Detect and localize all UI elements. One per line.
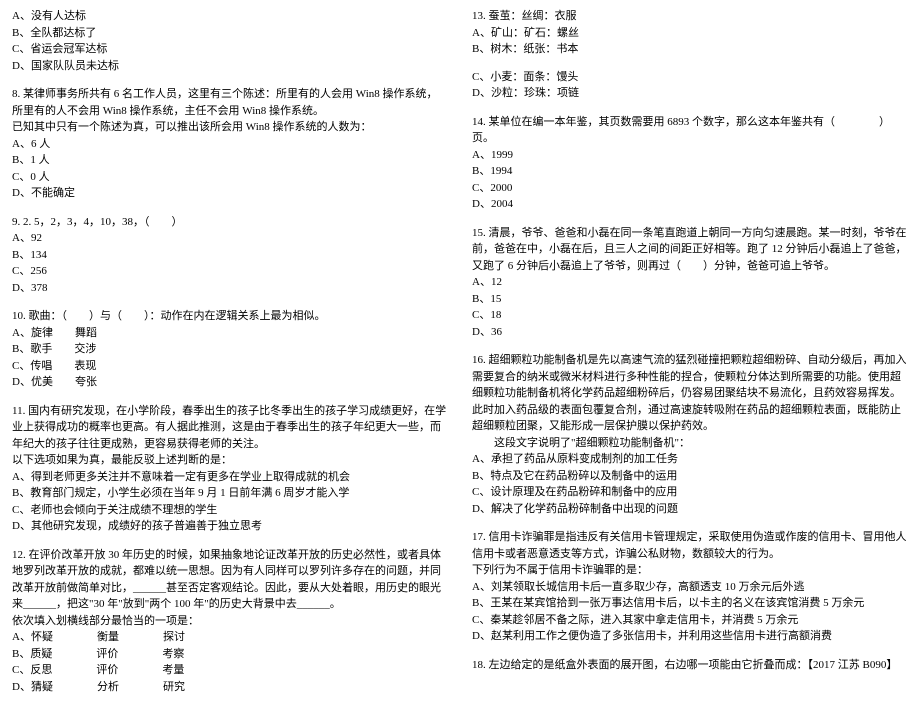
q17-opt-c: C、秦某趁邻居不备之际，进入其家中拿走信用卡，并消费 5 万余元 — [472, 612, 908, 629]
q12-c2: 评价 — [96, 664, 118, 676]
q10-opt-d: D、优美 夸张 — [12, 374, 448, 391]
q7-opt-b: B、全队都达标了 — [12, 25, 448, 42]
q10-opt-a: A、旋律 舞蹈 — [12, 325, 448, 342]
q8-stem2: 已知其中只有一个陈述为真，可以推出该所会用 Win8 操作系统的人数为： — [12, 119, 448, 136]
q12-d2: 分析 — [97, 681, 119, 693]
q11-opt-b: B、教育部门规定，小学生必须在当年 9 月 1 日前年满 6 周岁才能入学 — [12, 485, 448, 502]
q8-opt-a: A、6 人 — [12, 136, 448, 153]
q11-stem2: 以下选项如果为真，最能反驳上述判断的是： — [12, 452, 448, 469]
q15-opt-a: A、12 — [472, 274, 908, 291]
q12-b2: 评价 — [96, 648, 118, 660]
q9-opt-d: D、378 — [12, 280, 448, 297]
q11-opt-a: A、得到老师更多关注并不意味着一定有更多在学业上取得成就的机会 — [12, 469, 448, 486]
q12-d3: 研究 — [163, 681, 185, 693]
q7-opt-a: A、没有人达标 — [12, 8, 448, 25]
q9-stem: 9. 2. 5，2，3，4，10，38，（ ） — [12, 214, 448, 231]
q10-stem: 10. 歌曲：（ ）与（ ）：动作在内在逻辑关系上最为相似。 — [12, 308, 448, 325]
q7-opt-d: D、国家队队员未达标 — [12, 58, 448, 75]
q12-a1: A、怀疑 — [12, 631, 53, 643]
q14-opt-b: B、1994 — [472, 163, 908, 180]
q12-c1: C、反思 — [12, 664, 52, 676]
q16-opt-b: B、特点及它在药品粉碎以及制备中的运用 — [472, 468, 908, 485]
q8-opt-b: B、1 人 — [12, 152, 448, 169]
q15-stem: 15. 清晨，爷爷、爸爸和小磊在同一条笔直跑道上朝同一方向匀速晨跑。某一时刻，爷… — [472, 225, 908, 275]
q18: 18. 左边给定的是纸盒外表面的展开图，右边哪一项能由它折叠而成：【2017 江… — [472, 657, 908, 674]
q15-opt-d: D、36 — [472, 324, 908, 341]
q9-opt-b: B、134 — [12, 247, 448, 264]
q11-opt-d: D、其他研究发现，成绩好的孩子普遍善于独立思考 — [12, 518, 448, 535]
q12-opt-d: D、猜疑 分析 研究 — [12, 679, 448, 696]
q18-stem: 18. 左边给定的是纸盒外表面的展开图，右边哪一项能由它折叠而成：【2017 江… — [472, 657, 908, 674]
q12-b1: B、质疑 — [12, 648, 52, 660]
q12-opt-a: A、怀疑 衡量 探讨 — [12, 629, 448, 646]
q17-stem2: 下列行为不属于信用卡诈骗罪的是： — [472, 562, 908, 579]
q10: 10. 歌曲：（ ）与（ ）：动作在内在逻辑关系上最为相似。 A、旋律 舞蹈 B… — [12, 308, 448, 391]
q14: 14. 某单位在编一本年鉴，其页数需要用 6893 个数字，那么这本年鉴共有（ … — [472, 114, 908, 213]
q12-opt-b: B、质疑 评价 考察 — [12, 646, 448, 663]
q16-opt-c: C、设计原理及在药品粉碎和制备中的应用 — [472, 484, 908, 501]
q8: 8. 某律师事务所共有 6 名工作人员，这里有三个陈述：所里有的人会用 Win8… — [12, 86, 448, 202]
q17-opt-a: A、刘某领取长城信用卡后一直多取少存，高额透支 10 万余元后外逃 — [472, 579, 908, 596]
q12-b3: 考察 — [162, 648, 184, 660]
q12: 12. 在评价改革开放 30 年历史的时候，如果抽象地论证改革开放的历史必然性，… — [12, 547, 448, 696]
q10-opt-c: C、传唱 表现 — [12, 358, 448, 375]
q12-a2: 衡量 — [97, 631, 119, 643]
q12-c3: 考量 — [162, 664, 184, 676]
q16-stem: 16. 超细颗粒功能制备机是先以高速气流的猛烈碰撞把颗粒超细粉碎、自动分级后，再… — [472, 352, 908, 435]
q13-gap — [472, 58, 908, 69]
q13-opt-a: A、矿山：矿石：螺丝 — [472, 25, 908, 42]
q13: 13. 蚕茧：丝绸：衣服 A、矿山：矿石：螺丝 B、树木：纸张：书本 C、小麦：… — [472, 8, 908, 102]
q10-opt-b: B、歌手 交涉 — [12, 341, 448, 358]
q16: 16. 超细颗粒功能制备机是先以高速气流的猛烈碰撞把颗粒超细粉碎、自动分级后，再… — [472, 352, 908, 517]
q11-stem: 11. 国内有研究发现，在小学阶段，春季出生的孩子比冬季出生的孩子学习成绩更好，… — [12, 403, 448, 453]
q9-opt-a: A、92 — [12, 230, 448, 247]
q16-stem2: 这段文字说明了"超细颗粒功能制备机"： — [472, 435, 908, 452]
q14-stem: 14. 某单位在编一本年鉴，其页数需要用 6893 个数字，那么这本年鉴共有（ … — [472, 114, 908, 147]
q13-stem: 13. 蚕茧：丝绸：衣服 — [472, 8, 908, 25]
q12-a3: 探讨 — [163, 631, 185, 643]
q15-opt-c: C、18 — [472, 307, 908, 324]
q12-d1: D、猜疑 — [12, 681, 53, 693]
q14-opt-a: A、1999 — [472, 147, 908, 164]
q9-opt-c: C、256 — [12, 263, 448, 280]
q7-opt-c: C、省运会冠军达标 — [12, 41, 448, 58]
q8-opt-d: D、不能确定 — [12, 185, 448, 202]
q13-opt-d: D、沙粒：珍珠：项链 — [472, 85, 908, 102]
q15-opt-b: B、15 — [472, 291, 908, 308]
q8-opt-c: C、0 人 — [12, 169, 448, 186]
q14-opt-c: C、2000 — [472, 180, 908, 197]
q12-stem: 12. 在评价改革开放 30 年历史的时候，如果抽象地论证改革开放的历史必然性，… — [12, 547, 448, 613]
q16-opt-d: D、解决了化学药品粉碎制备中出现的问题 — [472, 501, 908, 518]
q14-opt-d: D、2004 — [472, 196, 908, 213]
q15: 15. 清晨，爷爷、爸爸和小磊在同一条笔直跑道上朝同一方向匀速晨跑。某一时刻，爷… — [472, 225, 908, 341]
q17: 17. 信用卡诈骗罪是指违反有关信用卡管理规定，采取使用伪造或作废的信用卡、冒用… — [472, 529, 908, 645]
q11-opt-c: C、老师也会倾向于关注成绩不理想的学生 — [12, 502, 448, 519]
q13-opt-b: B、树木：纸张：书本 — [472, 41, 908, 58]
q17-opt-b: B、王某在某宾馆拾到一张万事达信用卡后，以卡主的名义在该宾馆消费 5 万余元 — [472, 595, 908, 612]
q11: 11. 国内有研究发现，在小学阶段，春季出生的孩子比冬季出生的孩子学习成绩更好，… — [12, 403, 448, 535]
q7-options: A、没有人达标 B、全队都达标了 C、省运会冠军达标 D、国家队队员未达标 — [12, 8, 448, 74]
q17-stem: 17. 信用卡诈骗罪是指违反有关信用卡管理规定，采取使用伪造或作废的信用卡、冒用… — [472, 529, 908, 562]
q12-stem2: 依次填入划横线部分最恰当的一项是： — [12, 613, 448, 630]
q9: 9. 2. 5，2，3，4，10，38，（ ） A、92 B、134 C、256… — [12, 214, 448, 297]
q13-opt-c: C、小麦：面条：馒头 — [472, 69, 908, 86]
q8-stem: 8. 某律师事务所共有 6 名工作人员，这里有三个陈述：所里有的人会用 Win8… — [12, 86, 448, 119]
q12-opt-c: C、反思 评价 考量 — [12, 662, 448, 679]
q16-opt-a: A、承担了药品从原料变成制剂的加工任务 — [472, 451, 908, 468]
q17-opt-d: D、赵某利用工作之便伪造了多张信用卡，并利用这些信用卡进行高额消费 — [472, 628, 908, 645]
